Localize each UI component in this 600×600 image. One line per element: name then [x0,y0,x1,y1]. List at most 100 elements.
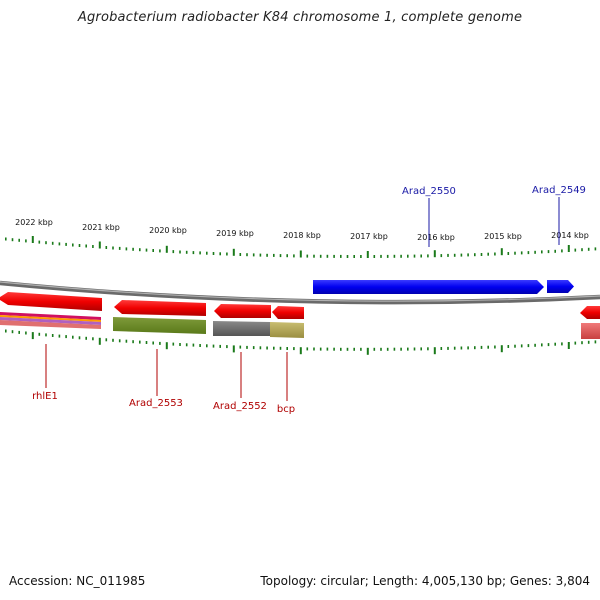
minor-tick [259,346,262,350]
minor-tick [92,337,94,341]
minor-tick [51,334,54,337]
scale-label-2018: 2018 kbp [283,231,321,240]
label-rhle1[interactable]: rhlE1 [32,391,58,402]
minor-tick [105,246,108,249]
gene-arad-2553-arrow[interactable] [114,300,206,316]
label-arad-2550[interactable]: Arad_2550 [402,186,456,197]
minor-tick [252,253,255,257]
band-arad-2553 [113,317,206,334]
minor-tick [252,346,255,350]
minor-tick [333,254,335,258]
minor-tick [105,338,108,342]
minor-tick [266,253,268,257]
minor-tick [319,347,322,351]
minor-tick [407,347,409,351]
minor-tick [125,339,128,343]
minor-tick [453,346,456,350]
minor-tick [179,343,181,346]
minor-tick [152,341,154,345]
band-right-edge [581,323,600,339]
gene-arad-2549[interactable] [547,280,574,293]
minor-tick [246,253,248,257]
minor-tick [11,238,14,242]
minor-tick [5,329,7,333]
minor-tick [346,347,349,351]
scale-label-2022: 2022 kbp [15,218,53,227]
minor-tick [25,331,27,335]
label-arad-2549[interactable]: Arad_2549 [532,185,586,196]
minor-tick [266,346,268,350]
minor-tick [340,254,342,258]
minor-tick [72,335,74,339]
minor-tick [25,239,27,243]
minor-tick [185,250,188,254]
minor-tick [527,251,530,255]
minor-tick [467,346,469,350]
minor-tick [273,346,275,350]
major-tick [165,245,168,253]
minor-tick [326,347,329,351]
minor-tick [587,340,590,344]
minor-tick [413,254,416,258]
scale-label-2015: 2015 kbp [484,232,522,241]
label-arad-2552[interactable]: Arad_2552 [213,401,267,412]
label-arad-2553[interactable]: Arad_2553 [129,398,183,409]
minor-tick [507,252,510,255]
minor-tick [386,254,389,258]
minor-tick [561,249,563,253]
minor-tick [541,250,543,254]
minor-tick [219,344,221,348]
minor-tick [85,244,87,248]
minor-tick [293,254,295,258]
minor-tick [239,345,242,349]
minor-tick [172,250,175,254]
minor-tick [279,346,282,350]
minor-tick [65,242,67,246]
top-scale-ticks [5,236,597,258]
gene-arad-2552-arrow[interactable] [214,304,271,318]
minor-tick [427,347,429,351]
minor-tick [340,347,342,351]
minor-tick [286,347,288,350]
minor-tick [246,345,248,349]
minor-tick [112,338,114,342]
gene-arad-2550[interactable] [313,280,544,294]
minor-tick [494,252,496,256]
scale-label-2017: 2017 kbp [350,232,388,241]
minor-tick [206,251,208,255]
minor-tick [487,252,489,256]
gene-rhle1[interactable] [0,292,102,311]
major-tick [165,342,168,350]
band-bcp [270,322,304,338]
minor-tick [494,345,496,349]
minor-tick [346,255,349,258]
minor-tick [11,330,14,334]
scale-labels: 2022 kbp 2021 kbp 2020 kbp 2019 kbp 2018… [15,218,589,242]
minor-tick [179,250,181,254]
minor-tick [58,242,61,246]
minor-tick [460,253,463,257]
major-tick [299,250,302,258]
gene-right-edge-arrow[interactable] [580,306,600,319]
major-tick [366,347,369,355]
minor-tick [400,254,402,258]
minor-tick [212,344,215,348]
minor-tick [313,254,315,258]
major-tick [232,345,235,353]
minor-tick [507,345,510,348]
band-arad-2552 [213,321,270,336]
minor-tick [547,250,550,254]
minor-tick [487,345,489,349]
minor-tick [65,335,67,339]
label-bcp[interactable]: bcp [277,404,295,415]
minor-tick [380,347,382,351]
minor-tick [514,344,516,348]
minor-tick [5,237,7,241]
minor-tick [185,343,188,347]
chromosome-backbone-highlight [0,281,600,302]
minor-tick [306,254,309,258]
minor-tick [38,240,41,244]
gene-bcp-arrow[interactable] [272,306,304,319]
minor-tick [125,247,128,251]
minor-tick [333,347,335,351]
